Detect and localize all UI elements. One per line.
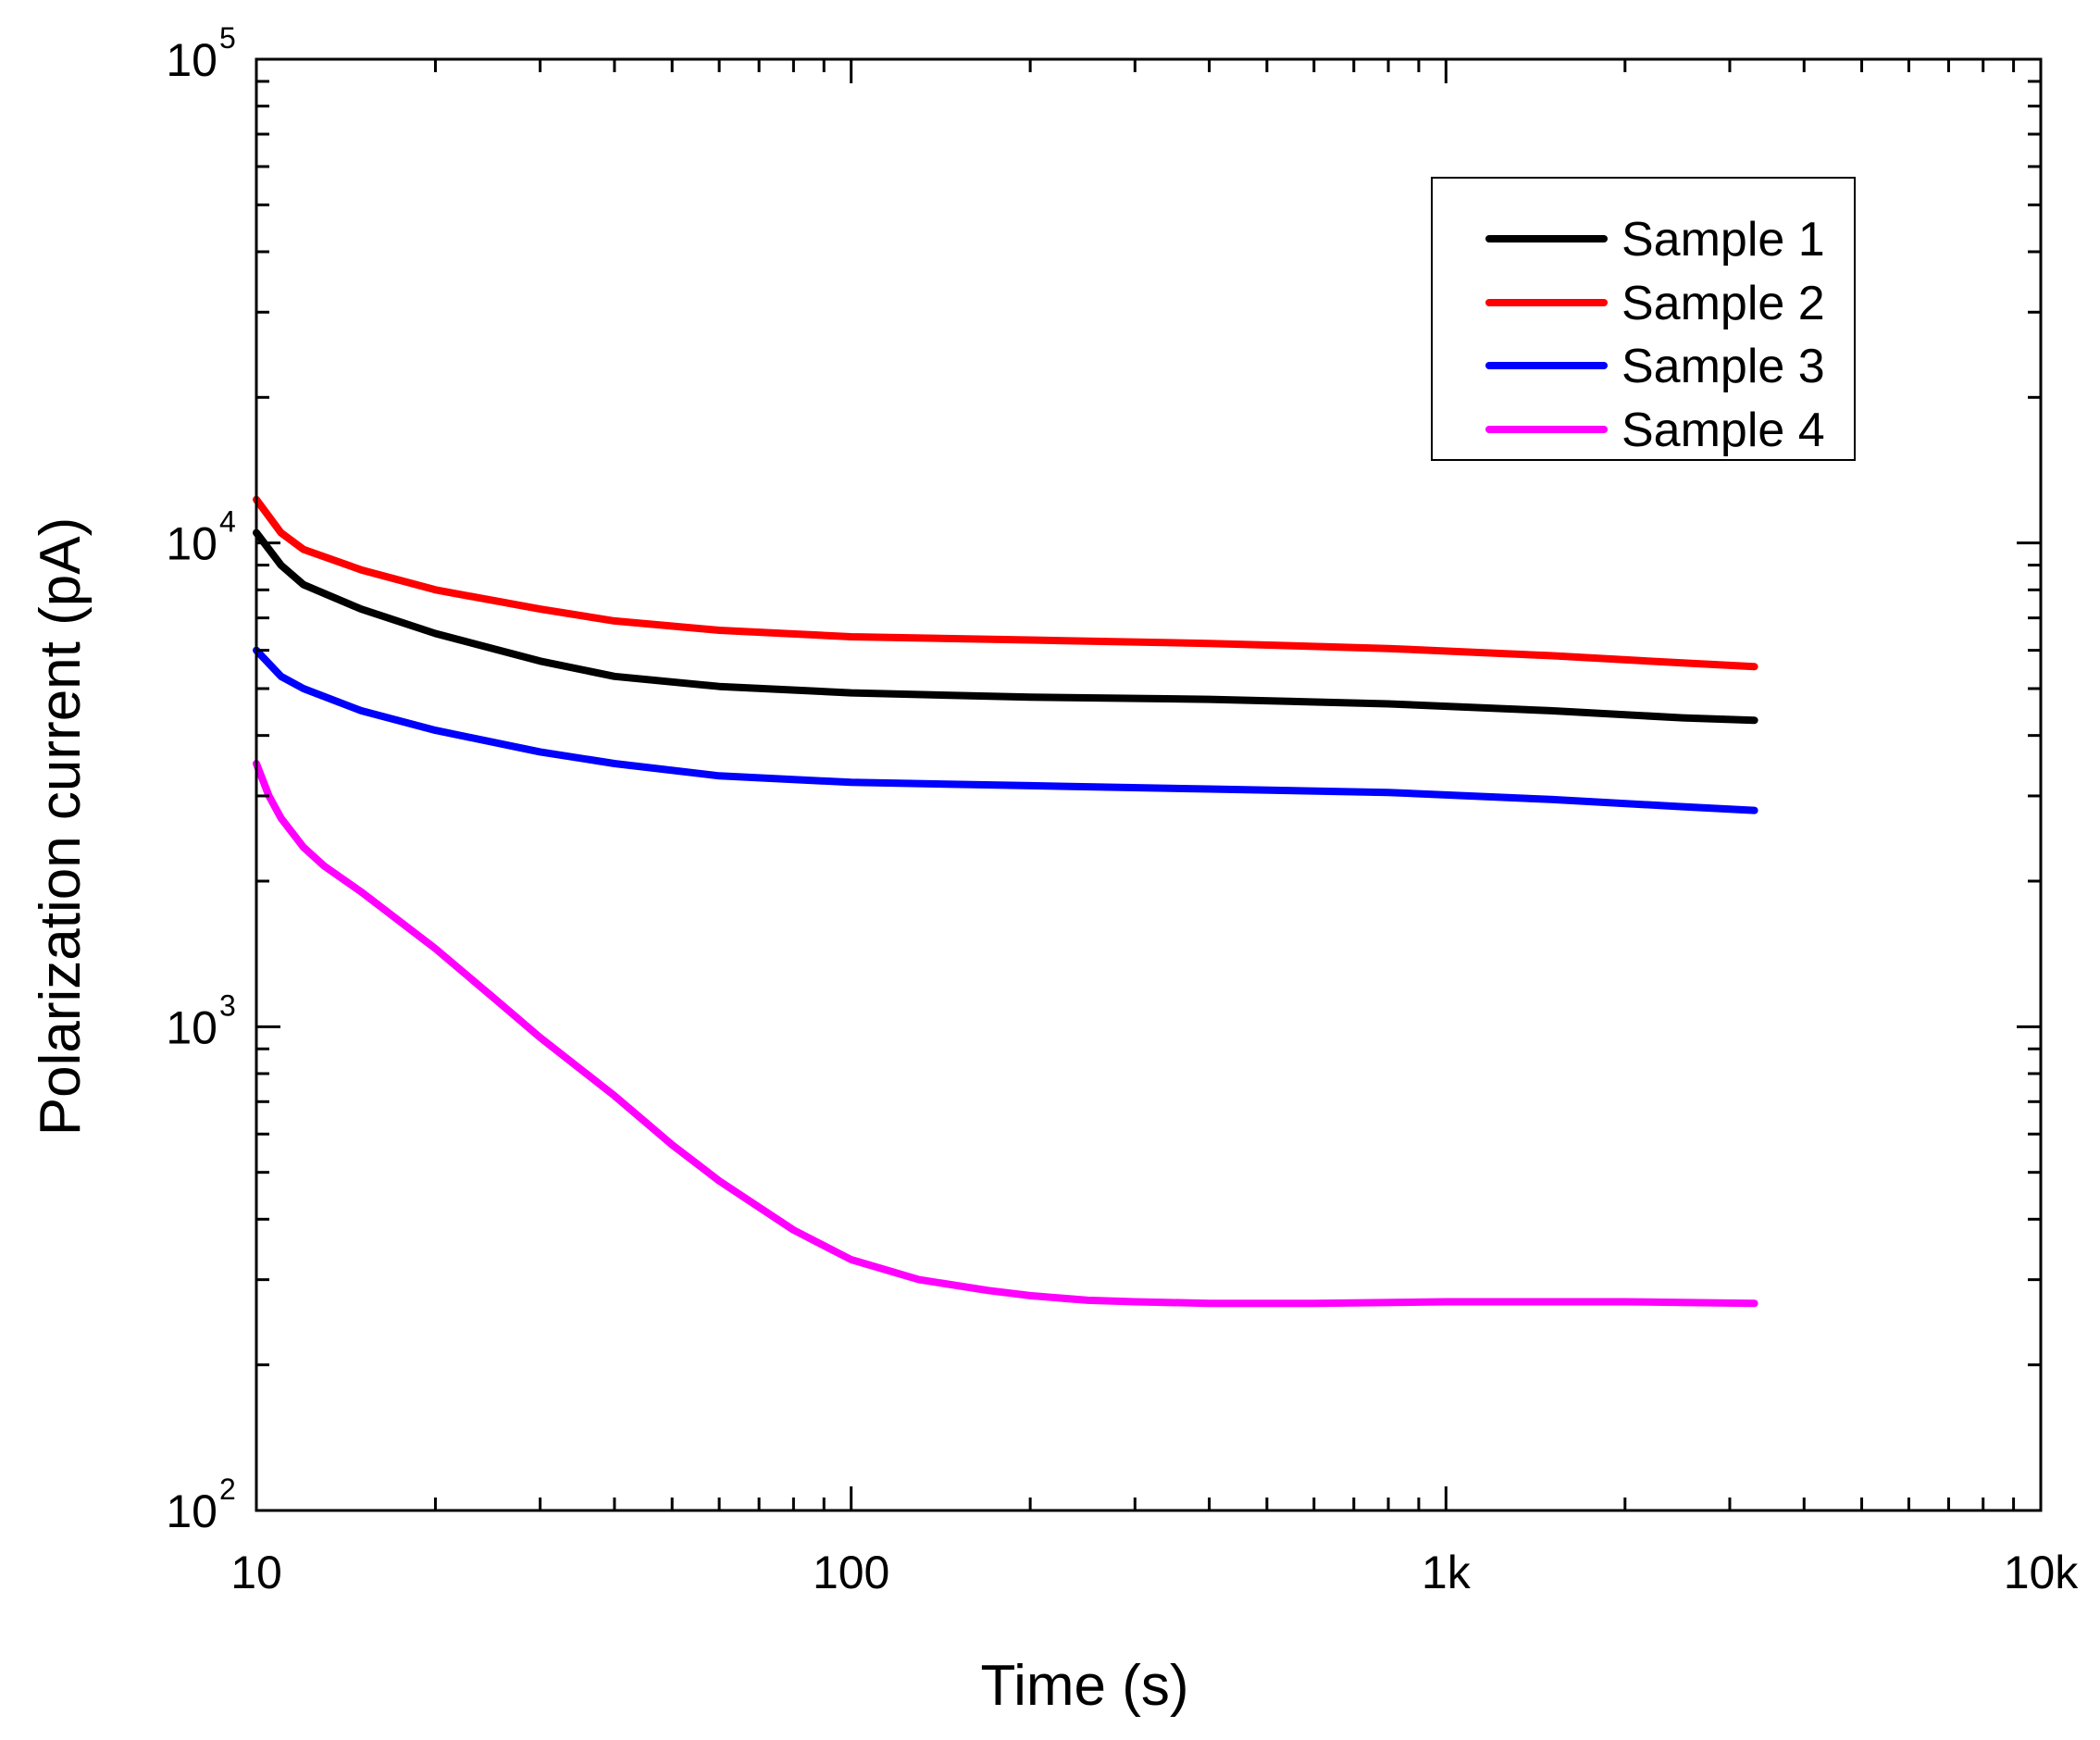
legend-label-1: Sample 1 bbox=[1622, 213, 1825, 267]
y-tick-label: 10 bbox=[166, 1485, 217, 1537]
y-tick-label: 10 bbox=[166, 34, 217, 86]
series-line-1 bbox=[253, 528, 1758, 725]
y-axis-label: Polarization current (pA) bbox=[29, 517, 93, 1137]
y-tick-exponent: 5 bbox=[219, 21, 236, 55]
series-line-2 bbox=[253, 495, 1758, 671]
legend-label-3: Sample 3 bbox=[1622, 340, 1825, 393]
x-tick-label: 10 bbox=[230, 1547, 282, 1598]
x-tick-label: 1k bbox=[1422, 1547, 1472, 1598]
x-tick-label: 100 bbox=[813, 1547, 889, 1598]
y-tick-label: 10 bbox=[166, 1001, 217, 1053]
axis-ticks bbox=[255, 57, 2043, 1512]
legend-label-4: Sample 4 bbox=[1622, 404, 1825, 457]
y-tick-exponent: 2 bbox=[219, 1473, 236, 1506]
legend-label-2: Sample 2 bbox=[1622, 277, 1825, 330]
series-line-4 bbox=[253, 760, 1758, 1308]
plot-frame bbox=[255, 57, 2043, 1512]
y-tick-exponent: 3 bbox=[219, 988, 236, 1022]
legend-box bbox=[1431, 177, 1856, 461]
x-axis-label: Time (s) bbox=[981, 1654, 1189, 1718]
series-line-3 bbox=[253, 646, 1758, 814]
x-tick-label: 10k bbox=[2004, 1547, 2080, 1598]
y-tick-label: 10 bbox=[166, 518, 217, 570]
plot-lines bbox=[253, 495, 1758, 1308]
legend: Sample 1 Sample 2 Sample 3 Sample 4 bbox=[1431, 177, 1856, 461]
y-tick-exponent: 4 bbox=[219, 505, 236, 539]
